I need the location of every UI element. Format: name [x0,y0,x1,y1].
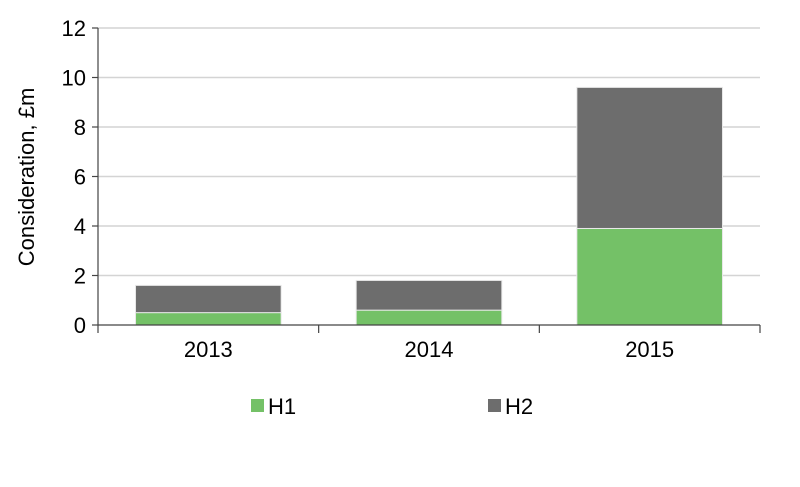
y-tick-label: 12 [62,16,86,41]
bar-h2-2013 [135,284,282,314]
legend-swatch-h1 [251,399,264,412]
bar-h2-2015 [576,86,723,229]
y-tick-label: 8 [74,115,86,140]
bar-h1-2014 [355,309,503,326]
y-tick-label: 6 [74,165,86,190]
legend: H1 H2 [251,394,533,419]
legend-swatch-h2 [488,399,501,412]
legend-label-h2: H2 [505,394,533,419]
legend-label-h1: H1 [268,394,296,419]
bar-h2-2014 [355,279,503,311]
x-tick-label: 2015 [625,337,674,362]
bar-h1-2013 [135,312,282,326]
x-tick-label: 2014 [405,337,454,362]
y-tick-label: 0 [74,313,86,338]
y-tick-label: 10 [62,66,86,91]
bar-h1-2015 [576,227,723,326]
y-tick-label: 2 [74,264,86,289]
axes: 0 2 4 6 8 10 12 2013 2014 2015 [62,16,761,362]
y-axis-label: Consideration, £m [14,88,39,267]
bars [135,86,723,326]
y-tick-label: 4 [74,214,86,239]
x-tick-label: 2013 [184,337,233,362]
